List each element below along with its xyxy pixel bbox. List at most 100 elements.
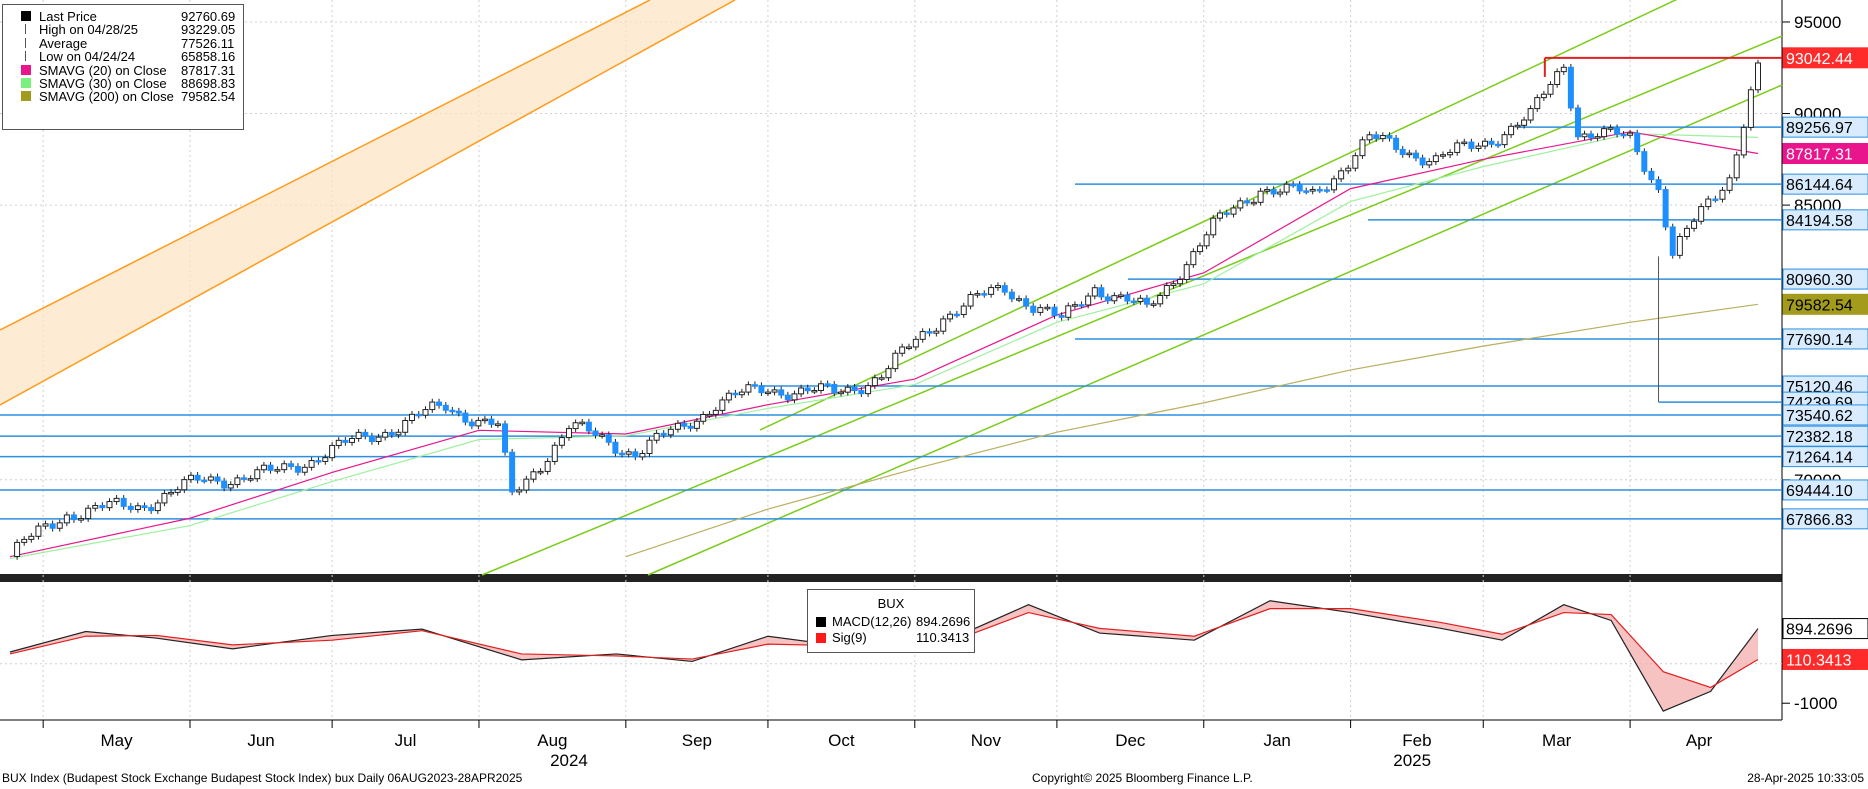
candle-body bbox=[551, 444, 558, 462]
candle-body bbox=[1331, 178, 1338, 191]
candle-body bbox=[681, 422, 688, 427]
candle-body bbox=[1163, 285, 1170, 297]
candle-body bbox=[725, 392, 732, 401]
month-label: Oct bbox=[828, 731, 855, 750]
candle-body bbox=[565, 428, 572, 439]
candle-body bbox=[1323, 189, 1330, 192]
candle-body bbox=[1719, 189, 1726, 200]
legend-swatch-icon bbox=[21, 78, 31, 88]
candle-body bbox=[349, 437, 356, 443]
candle-body bbox=[967, 294, 974, 307]
price-label-box bbox=[1782, 446, 1868, 468]
candle-body bbox=[851, 386, 858, 392]
candle-body bbox=[712, 409, 719, 415]
candle-body bbox=[1733, 154, 1740, 179]
candle-body bbox=[612, 441, 619, 454]
candle-body bbox=[906, 346, 913, 349]
candle-body bbox=[1527, 108, 1534, 121]
candle-body bbox=[558, 437, 565, 446]
legend-swatch-icon bbox=[25, 24, 27, 35]
price-label-box bbox=[1782, 508, 1868, 530]
macd-label-box bbox=[1782, 618, 1868, 640]
candle-body bbox=[415, 413, 422, 417]
candle-body bbox=[455, 410, 462, 414]
candle-body bbox=[1601, 128, 1608, 138]
candle-body bbox=[134, 505, 141, 510]
candle-body bbox=[953, 313, 960, 317]
price-label: 84194.58 bbox=[1786, 213, 1853, 230]
candle-body bbox=[1662, 189, 1669, 228]
candle-body bbox=[1475, 145, 1482, 149]
candle-body bbox=[660, 432, 667, 436]
candle-body bbox=[1104, 296, 1111, 302]
candle-body bbox=[207, 476, 214, 481]
candle-body bbox=[1091, 287, 1098, 297]
candle-body bbox=[858, 390, 865, 395]
candle-body bbox=[247, 478, 254, 481]
candle-body bbox=[899, 346, 906, 354]
candle-body bbox=[1627, 132, 1634, 136]
legend-swatch-icon bbox=[25, 51, 27, 62]
candle-body bbox=[1655, 179, 1662, 191]
candle-body bbox=[281, 463, 288, 471]
candle-body bbox=[1290, 183, 1297, 187]
candle-body bbox=[811, 389, 818, 393]
legend-value: 87817.31 bbox=[181, 62, 236, 78]
candle-body bbox=[1641, 151, 1648, 172]
price-label: 87817.31 bbox=[1786, 147, 1853, 164]
candle-body bbox=[1016, 298, 1023, 301]
candle-body bbox=[1514, 124, 1521, 128]
candle-body bbox=[1669, 226, 1676, 256]
candle-body bbox=[1190, 251, 1197, 266]
candle-body bbox=[1078, 304, 1085, 307]
candle-body bbox=[35, 525, 42, 537]
candle-body bbox=[315, 460, 322, 463]
candle-body bbox=[1296, 183, 1303, 192]
candle-body bbox=[78, 518, 85, 521]
candle-body bbox=[1244, 200, 1251, 204]
candle-body bbox=[154, 502, 161, 512]
footer-description: BUX Index (Budapest Stock Exchange Budap… bbox=[2, 771, 523, 785]
candle-body bbox=[1373, 134, 1380, 140]
macd-line bbox=[9, 600, 1759, 712]
price-label: 79582.54 bbox=[1786, 297, 1853, 314]
candle-body bbox=[544, 460, 551, 472]
candle-body bbox=[113, 497, 120, 503]
candle-body bbox=[1508, 125, 1515, 136]
candle-body bbox=[1001, 285, 1008, 293]
candle-body bbox=[1676, 235, 1683, 256]
candle-body bbox=[148, 507, 155, 512]
candle-body bbox=[885, 368, 892, 379]
candle-body bbox=[1540, 93, 1547, 99]
candle-body bbox=[1482, 140, 1489, 147]
price-label: 89256.97 bbox=[1786, 120, 1853, 137]
candle-body bbox=[516, 489, 523, 493]
candle-body bbox=[1257, 190, 1264, 203]
candle-body bbox=[422, 409, 429, 416]
candle-body bbox=[342, 439, 349, 443]
month-label: Jul bbox=[395, 731, 417, 750]
candle-body bbox=[63, 514, 70, 524]
candle-body bbox=[462, 412, 469, 423]
year-label: 2025 bbox=[1393, 751, 1431, 770]
candle-body bbox=[1683, 227, 1690, 237]
legend-value: 88698.83 bbox=[181, 76, 236, 91]
price-label: 71264.14 bbox=[1786, 450, 1853, 467]
candle-body bbox=[537, 470, 544, 474]
legend-label: Average bbox=[39, 35, 88, 51]
candle-body bbox=[395, 431, 402, 436]
price-label-box bbox=[1782, 479, 1868, 501]
price-label-box bbox=[1782, 328, 1868, 350]
candle-body bbox=[592, 430, 599, 436]
candle-body bbox=[509, 451, 516, 493]
price-label: 67866.83 bbox=[1786, 512, 1853, 529]
candle-body bbox=[141, 505, 148, 509]
sma20-line bbox=[9, 131, 1759, 558]
candle-body bbox=[1283, 183, 1290, 193]
candle-body bbox=[382, 431, 389, 438]
signal-line bbox=[9, 608, 1759, 689]
candle-body bbox=[1137, 297, 1144, 303]
candle-body bbox=[974, 293, 981, 296]
candle-body bbox=[1560, 66, 1567, 73]
candle-body bbox=[402, 420, 409, 433]
